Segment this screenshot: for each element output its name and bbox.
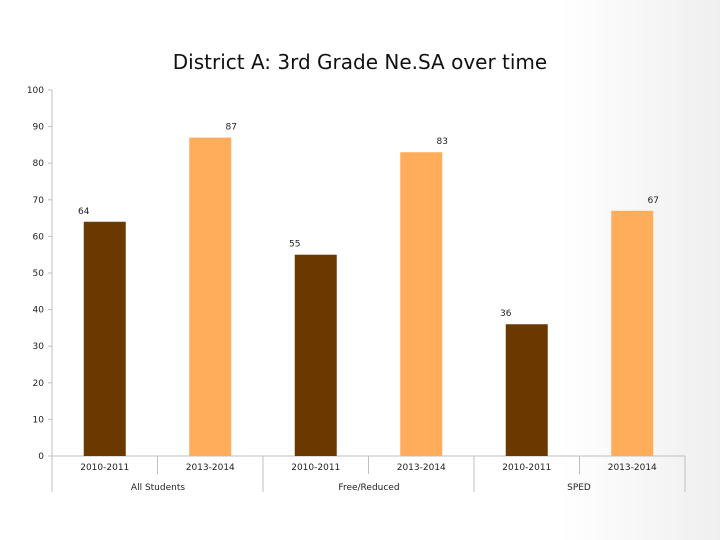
y-tick-label: 100 [27,86,44,96]
bar [611,210,654,456]
data-label: 36 [500,309,512,319]
bar [294,254,337,456]
bar [189,137,232,456]
y-tick-label: 30 [33,342,45,352]
bars [83,137,654,456]
bar [505,324,548,456]
category-label: 2010-2011 [291,463,340,473]
category-label: 2010-2011 [80,463,129,473]
y-tick-label: 10 [33,415,45,425]
y-tick-label: 90 [33,123,45,133]
data-label: 55 [289,240,300,250]
data-label: 83 [437,137,448,147]
y-tick-label: 70 [33,196,45,206]
category-label: 2010-2011 [502,463,551,473]
category-label: 2013-2014 [397,463,446,473]
y-tick-label: 80 [33,159,45,169]
y-tick-label: 0 [38,452,44,462]
category-label: 2013-2014 [186,463,235,473]
y-tick-label: 50 [33,269,45,279]
category-label: 2013-2014 [608,463,657,473]
group-label: All Students [131,483,185,493]
bar [83,221,126,456]
y-tick-label: 40 [33,306,45,316]
group-label: Free/Reduced [338,483,399,493]
data-label: 67 [648,196,659,206]
axes: 0 10 20 30 40 50 60 70 80 90 100 [27,86,686,492]
chart-title: District A: 3rd Grade Ne.SA over time [172,50,548,74]
y-tick-label: 60 [33,232,45,242]
bar [400,152,443,456]
data-label: 87 [226,123,237,133]
y-tick-label: 20 [33,379,45,389]
labels: 64 2010-2011 87 2013-2014 55 2010-2011 83 2013-… [78,123,659,493]
data-label: 64 [78,207,90,217]
group-label: SPED [567,483,591,493]
